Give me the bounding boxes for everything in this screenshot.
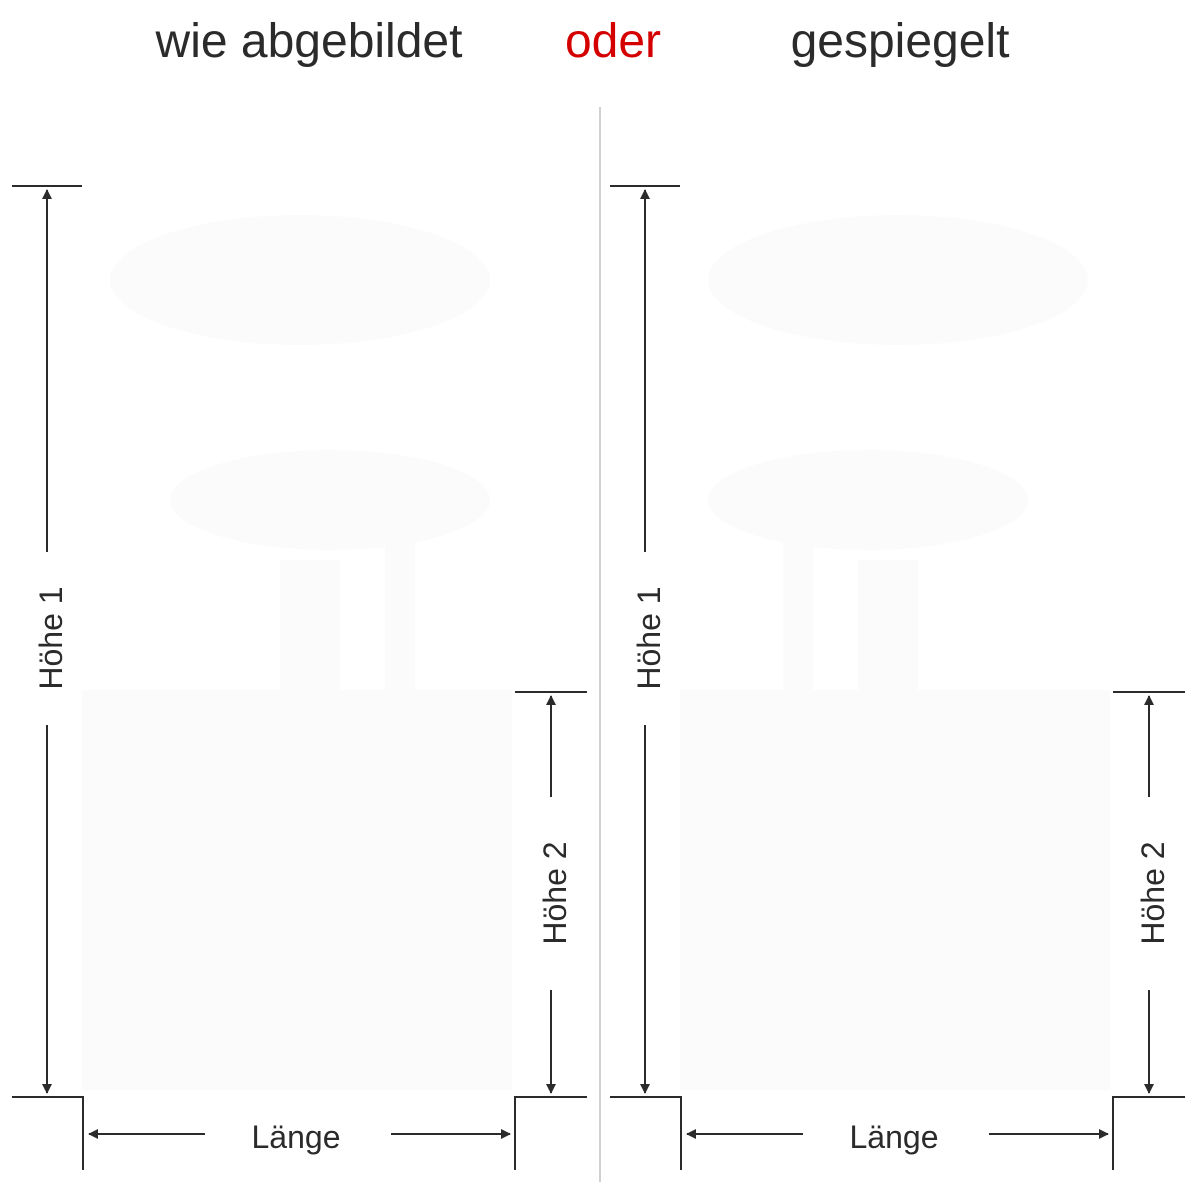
- option-as-shown: wie abgebildet: [155, 15, 463, 68]
- bottom-left-corner: [12, 1096, 84, 1170]
- bottom-left-corner: [610, 1096, 682, 1170]
- bottom-right-corner: [1112, 1096, 1185, 1170]
- separator-or: oder: [565, 15, 661, 68]
- tree-silhouette: [82, 215, 512, 1090]
- length-label: Länge: [850, 1119, 939, 1155]
- length-label: Länge: [252, 1119, 341, 1155]
- panel-mirrored: Höhe 1 Höhe 2 Länge: [610, 185, 1185, 1170]
- height2-label: Höhe 2: [537, 841, 573, 944]
- height1-label: Höhe 1: [631, 586, 667, 689]
- height2-label: Höhe 2: [1135, 841, 1171, 944]
- panel-original: Höhe 1 Höhe 2 Länge: [12, 185, 587, 1170]
- tree-silhouette-mirrored: [680, 215, 1110, 1090]
- bottom-right-corner: [514, 1096, 587, 1170]
- option-mirrored: gespiegelt: [791, 15, 1010, 68]
- height1-label: Höhe 1: [33, 586, 69, 689]
